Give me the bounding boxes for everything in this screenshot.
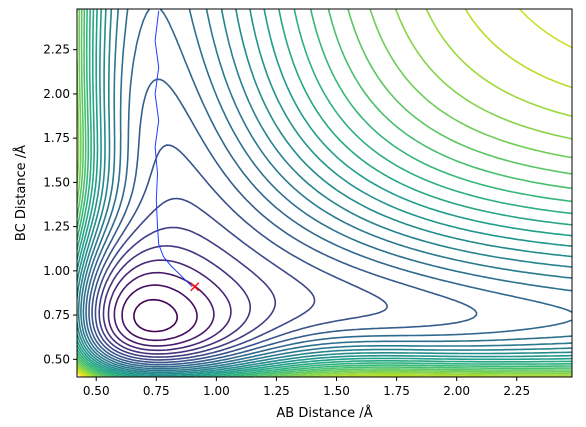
contour-level (77, 9, 572, 377)
x-tick-label: 1.25 (263, 384, 290, 398)
plot-frame (76, 8, 573, 378)
x-tick-label: 0.75 (143, 384, 170, 398)
contour-level (113, 271, 215, 347)
contour-level (77, 9, 572, 377)
contour-level (77, 9, 572, 377)
x-tick-label: 0.50 (83, 384, 110, 398)
contour-level (133, 298, 178, 333)
contour-level (82, 9, 572, 370)
y-tick-label: 0.75 (43, 308, 70, 322)
x-axis: 0.50 0.75 1.00 1.25 1.50 1.75 2.00 2.25 (83, 377, 530, 398)
x-axis-label: AB Distance /Å (276, 405, 372, 421)
y-axis: 0.50 0.75 1.00 1.25 1.50 1.75 2.00 2.25 (43, 43, 77, 366)
y-tick-label: 1.00 (43, 264, 70, 278)
contour-level (77, 9, 572, 377)
contour-level (77, 9, 572, 377)
trajectory-layer (154, 10, 200, 292)
contour-level (77, 9, 572, 377)
contour-level (85, 9, 572, 368)
contour-level (121, 284, 198, 342)
x-tick-label: 2.25 (503, 384, 530, 398)
x-tick-label: 2.00 (443, 384, 470, 398)
y-axis-label: BC Distance /Å (13, 145, 29, 241)
y-tick-label: 1.50 (43, 175, 70, 189)
contour-level (77, 9, 572, 374)
contour-level (77, 9, 572, 377)
contour-level (77, 370, 87, 377)
x-tick-label: 1.50 (323, 384, 350, 398)
x-tick-label: 1.75 (383, 384, 410, 398)
contour-level (80, 9, 572, 372)
contour-level (98, 226, 277, 358)
contour-lines (77, 9, 572, 377)
contour-level (77, 9, 572, 375)
trajectory-line (154, 10, 193, 288)
y-tick-label: 1.25 (43, 220, 70, 234)
contour-level (77, 9, 572, 377)
contour-level (77, 9, 572, 377)
contour-level (102, 245, 251, 355)
y-tick-label: 2.25 (43, 43, 70, 57)
contour-level (88, 78, 478, 366)
contour-level (77, 9, 572, 377)
y-tick-label: 0.50 (43, 352, 70, 366)
contour-level (77, 9, 572, 377)
contour-level (107, 259, 232, 352)
end-point-marker (190, 282, 200, 292)
y-tick-label: 1.75 (43, 131, 70, 145)
y-tick-label: 2.00 (43, 87, 70, 101)
contour-level (94, 197, 316, 361)
x-tick-label: 1.00 (203, 384, 230, 398)
contour-level (77, 9, 572, 377)
contour-level (91, 144, 388, 364)
